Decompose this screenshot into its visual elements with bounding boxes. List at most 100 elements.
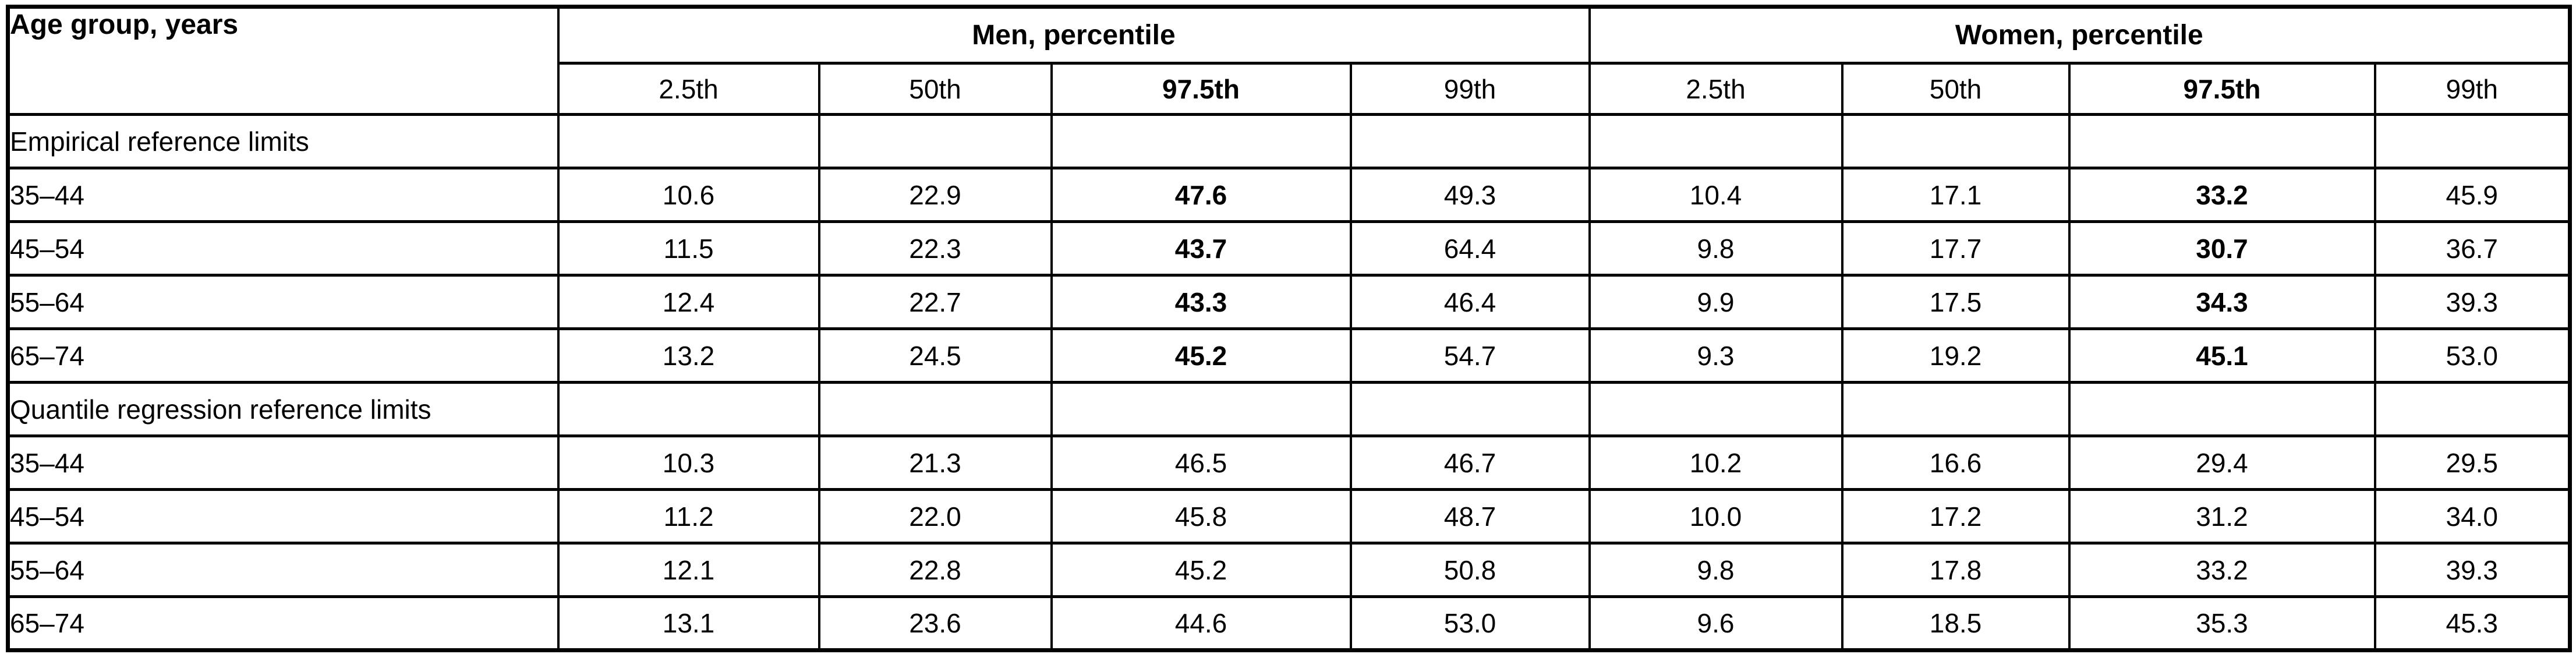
value-cell: 43.7	[1050, 220, 1352, 277]
empty-cell	[818, 381, 1053, 437]
table-row: 45–54 11.5 22.3 43.7 64.4 9.8 17.7 30.7 …	[6, 220, 2571, 277]
value-cell: 11.2	[557, 488, 820, 545]
value-cell: 46.7	[1349, 434, 1591, 491]
value-cell: 45.8	[1050, 488, 1352, 545]
value-cell: 39.3	[2373, 274, 2571, 330]
value-cell: 64.4	[1349, 220, 1591, 277]
value-cell: 43.3	[1050, 274, 1352, 330]
value-cell: 31.2	[2068, 488, 2376, 545]
women-p50-header: 50th	[1841, 62, 2071, 116]
header-row-groups: Age group, years Men, percentile Women, …	[6, 5, 2571, 116]
value-cell: 39.3	[2373, 542, 2571, 598]
header-row-percentiles: 2.5th 50th 97.5th 99th 2.5th 50th 97.5th…	[8, 62, 2571, 116]
value-cell: 22.7	[818, 274, 1053, 330]
value-cell: 47.6	[1050, 167, 1352, 223]
table-row: 35–44 10.6 22.9 47.6 49.3 10.4 17.1 33.2…	[6, 167, 2571, 223]
value-cell: 22.9	[818, 167, 1053, 223]
value-cell: 17.5	[1841, 274, 2071, 330]
table-row: 35–44 10.3 21.3 46.5 46.7 10.2 16.6 29.4…	[6, 434, 2571, 491]
men-p2-5-header: 2.5th	[557, 62, 820, 116]
value-cell: 53.0	[2373, 327, 2571, 384]
men-group-header: Men, percentile	[557, 5, 1591, 65]
value-cell: 13.1	[557, 595, 820, 652]
age-cell: 45–54	[6, 220, 560, 277]
empty-cell	[1841, 113, 2071, 169]
value-cell: 44.6	[1050, 595, 1352, 652]
age-cell: 45–54	[6, 488, 560, 545]
value-cell: 45.1	[2068, 327, 2376, 384]
value-cell: 9.9	[1588, 274, 1843, 330]
table-row: 45–54 11.2 22.0 45.8 48.7 10.0 17.2 31.2…	[6, 488, 2571, 545]
section-header-row-quantile: Quantile regression reference limits	[6, 381, 2571, 437]
women-p2-5-header: 2.5th	[1588, 62, 1843, 116]
empty-cell	[557, 113, 820, 169]
value-cell: 23.6	[818, 595, 1053, 652]
age-group-header: Age group, years	[6, 5, 560, 116]
table-row: 55–64 12.1 22.8 45.2 50.8 9.8 17.8 33.2 …	[6, 542, 2571, 598]
empty-cell	[818, 113, 1053, 169]
value-cell: 17.7	[1841, 220, 2071, 277]
value-cell: 9.8	[1588, 542, 1843, 598]
age-cell: 65–74	[6, 595, 560, 652]
value-cell: 12.4	[557, 274, 820, 330]
value-cell: 11.5	[557, 220, 820, 277]
value-cell: 17.8	[1841, 542, 2071, 598]
value-cell: 46.4	[1349, 274, 1591, 330]
value-cell: 22.8	[818, 542, 1053, 598]
empty-cell	[1841, 381, 2071, 437]
empty-cell	[557, 381, 820, 437]
value-cell: 17.2	[1841, 488, 2071, 545]
value-cell: 45.2	[1050, 542, 1352, 598]
men-p97-5-header: 97.5th	[1050, 62, 1352, 116]
table-row: 55–64 12.4 22.7 43.3 46.4 9.9 17.5 34.3 …	[6, 274, 2571, 330]
empty-cell	[2373, 381, 2571, 437]
value-cell: 10.0	[1588, 488, 1843, 545]
women-p97-5-header: 97.5th	[2068, 62, 2376, 116]
women-group-header: Women, percentile	[1588, 5, 2571, 65]
value-cell: 46.5	[1050, 434, 1352, 491]
value-cell: 24.5	[818, 327, 1053, 384]
value-cell: 22.3	[818, 220, 1053, 277]
empty-cell	[1349, 381, 1591, 437]
value-cell: 17.1	[1841, 167, 2071, 223]
value-cell: 29.5	[2373, 434, 2571, 491]
empty-cell	[1050, 113, 1352, 169]
empty-cell	[2373, 113, 2571, 169]
value-cell: 34.0	[2373, 488, 2571, 545]
value-cell: 9.3	[1588, 327, 1843, 384]
value-cell: 48.7	[1349, 488, 1591, 545]
section-label: Empirical reference limits	[6, 113, 560, 169]
value-cell: 49.3	[1349, 167, 1591, 223]
value-cell: 29.4	[2068, 434, 2376, 491]
empty-cell	[2068, 381, 2376, 437]
value-cell: 30.7	[2068, 220, 2376, 277]
value-cell: 34.3	[2068, 274, 2376, 330]
section-header-row-empirical: Empirical reference limits	[6, 113, 2571, 169]
table-row: 65–74 13.1 23.6 44.6 53.0 9.6 18.5 35.3 …	[6, 595, 2571, 652]
value-cell: 35.3	[2068, 595, 2376, 652]
reference-limits-table: Age group, years Men, percentile Women, …	[6, 5, 2573, 652]
men-p99-header: 99th	[1349, 62, 1591, 116]
empty-cell	[1588, 113, 1843, 169]
value-cell: 10.4	[1588, 167, 1843, 223]
value-cell: 9.8	[1588, 220, 1843, 277]
value-cell: 19.2	[1841, 327, 2071, 384]
value-cell: 9.6	[1588, 595, 1843, 652]
value-cell: 33.2	[2068, 542, 2376, 598]
value-cell: 53.0	[1349, 595, 1591, 652]
women-p99-header: 99th	[2373, 62, 2571, 116]
empty-cell	[2068, 113, 2376, 169]
age-cell: 55–64	[6, 274, 560, 330]
value-cell: 12.1	[557, 542, 820, 598]
value-cell: 33.2	[2068, 167, 2376, 223]
section-label: Quantile regression reference limits	[6, 381, 560, 437]
men-p50-header: 50th	[818, 62, 1053, 116]
value-cell: 22.0	[818, 488, 1053, 545]
age-cell: 35–44	[6, 434, 560, 491]
value-cell: 13.2	[557, 327, 820, 384]
value-cell: 45.2	[1050, 327, 1352, 384]
value-cell: 54.7	[1349, 327, 1591, 384]
value-cell: 10.2	[1588, 434, 1843, 491]
empty-cell	[1349, 113, 1591, 169]
